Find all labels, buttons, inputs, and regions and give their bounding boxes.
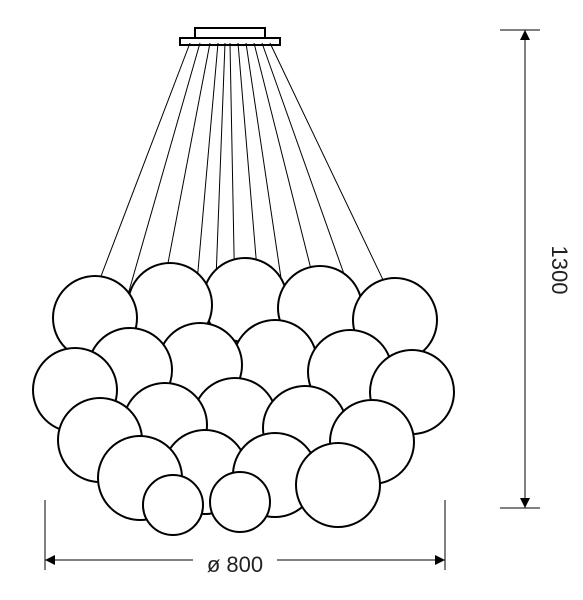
canopy-cap	[195, 28, 265, 38]
cable	[262, 43, 355, 305]
pendant-lamp-diagram: ø 800 1300	[0, 0, 583, 600]
dim-height-label: 1300	[547, 246, 572, 295]
dim-width-arrow-left	[45, 555, 55, 565]
globe	[143, 475, 203, 535]
dim-height-arrow-top	[520, 30, 530, 40]
globes-group	[33, 258, 454, 535]
dim-width-label: ø 800	[207, 552, 263, 577]
globe	[210, 472, 270, 532]
cable	[270, 43, 395, 305]
cable	[195, 43, 218, 305]
globe	[296, 443, 380, 527]
dim-height-arrow-bottom	[520, 498, 530, 508]
dim-width-arrow-right	[435, 555, 445, 565]
